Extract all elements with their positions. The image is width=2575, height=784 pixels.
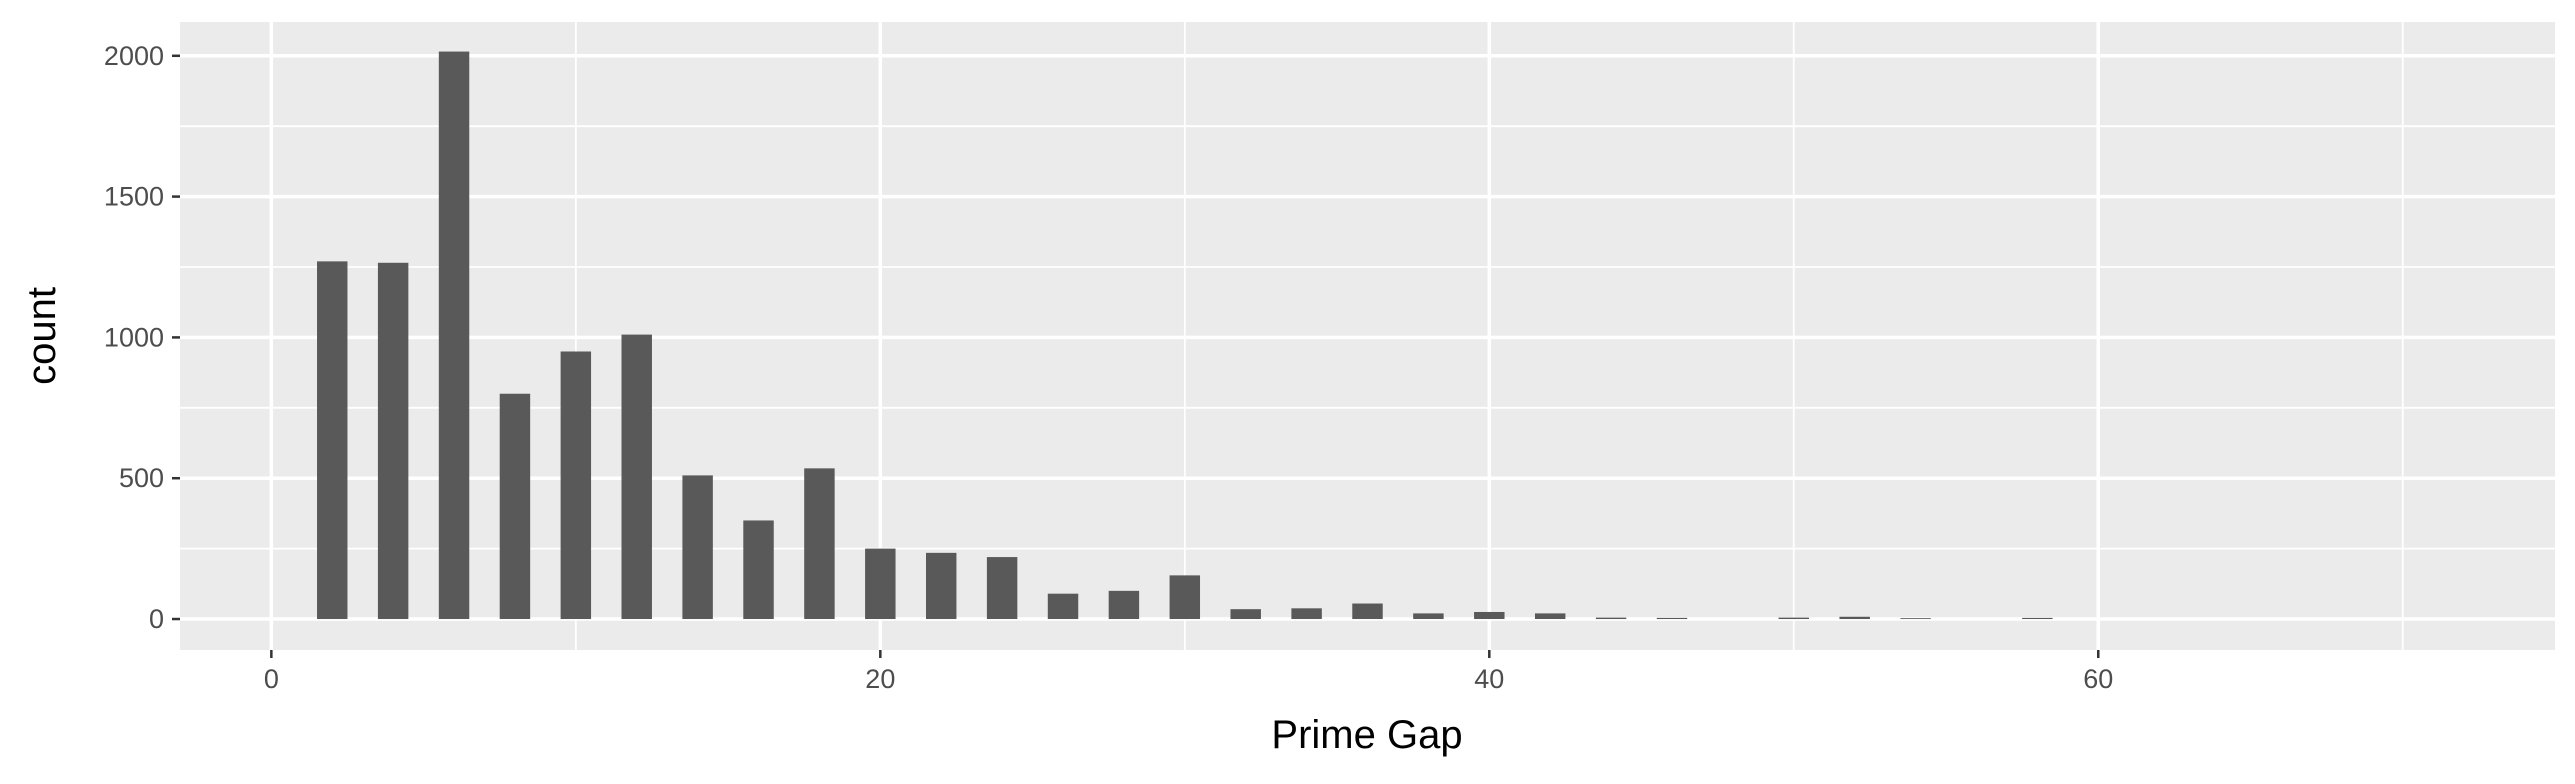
y-axis-title: count — [20, 287, 64, 385]
bar — [1047, 593, 1079, 620]
x-tick-label: 60 — [2083, 664, 2113, 694]
bar — [317, 261, 348, 620]
x-tick-label: 40 — [1474, 664, 1504, 694]
bar — [925, 552, 957, 620]
bar — [377, 262, 409, 620]
bar — [1778, 617, 1810, 620]
y-tick-label: 1000 — [104, 322, 164, 352]
y-tick-label: 1500 — [104, 182, 164, 212]
bar — [560, 351, 592, 620]
y-tick-label: 500 — [119, 463, 164, 493]
bar — [1839, 616, 1870, 620]
x-tick-label: 20 — [865, 664, 895, 694]
x-tick-label: 0 — [264, 664, 279, 694]
bar — [1352, 603, 1383, 620]
bar — [1169, 575, 1201, 620]
bar — [986, 557, 1018, 620]
x-axis: 0 20 40 60 — [264, 650, 2113, 694]
bar — [804, 468, 835, 620]
bar — [1474, 611, 1505, 620]
bar — [1108, 590, 1140, 620]
bar — [1656, 617, 1688, 620]
bar — [865, 548, 896, 620]
bars — [317, 51, 2053, 620]
y-tick-label: 0 — [149, 604, 164, 634]
bar — [682, 475, 713, 620]
bar — [1595, 617, 1627, 620]
x-axis-title: Prime Gap — [1271, 713, 1462, 757]
bar — [499, 393, 531, 620]
bar — [621, 334, 652, 620]
y-tick-label: 2000 — [104, 41, 164, 71]
bar — [1534, 613, 1566, 620]
bar — [438, 51, 470, 620]
bar — [743, 520, 774, 620]
bar — [1230, 609, 1261, 620]
y-axis: 0 500 1000 1500 2000 — [104, 41, 180, 634]
bar — [2022, 617, 2053, 620]
bar — [1900, 618, 1931, 620]
bar — [1291, 608, 1322, 620]
bar — [1413, 613, 1444, 620]
